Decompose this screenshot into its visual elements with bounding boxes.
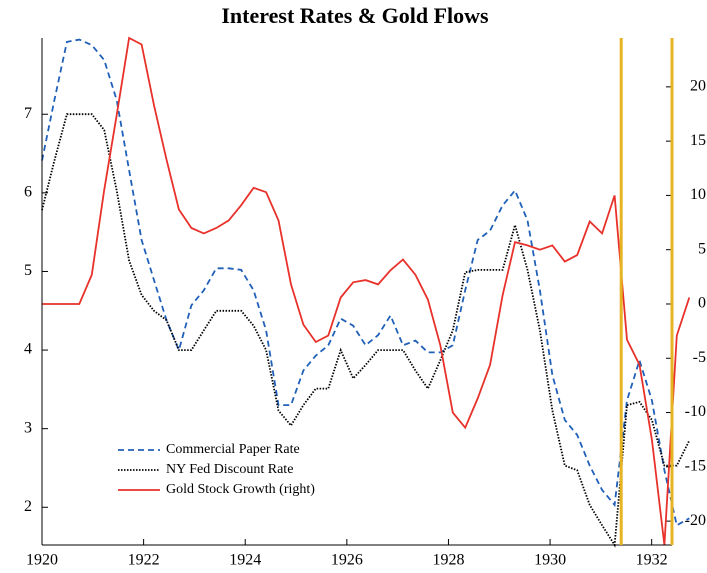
x-tick-label: 1928	[432, 552, 464, 569]
chart-title: Interest Rates & Gold Flows	[221, 3, 489, 28]
x-tick-label: 1922	[128, 552, 160, 569]
legend-label: Gold Stock Growth (right)	[166, 482, 315, 497]
y2-tick-label: -20	[685, 512, 706, 529]
x-tick-label: 1926	[331, 552, 363, 569]
y2-tick-label: 15	[690, 132, 706, 149]
x-tick-label: 1932	[636, 552, 668, 569]
series-line	[41, 113, 691, 548]
legend-label: NY Fed Discount Rate	[166, 462, 293, 477]
series-line	[41, 38, 690, 527]
y-tick-label: 6	[24, 184, 32, 201]
y2-tick-label: -5	[693, 349, 706, 366]
y2-tick-label: 10	[690, 186, 706, 203]
y2-tick-label: 5	[698, 240, 706, 257]
series-line	[42, 36, 691, 546]
y2-tick-label: 20	[690, 78, 706, 95]
y2-tick-label: 0	[698, 295, 706, 312]
y2-tick-label: -10	[685, 403, 706, 420]
y-tick-label: 5	[24, 262, 32, 279]
legend-label: Commercial Paper Rate	[166, 442, 300, 457]
y2-tick-label: -15	[685, 458, 706, 475]
x-tick-label: 1920	[26, 552, 58, 569]
x-tick-label: 1930	[534, 552, 566, 569]
y-tick-label: 3	[24, 419, 32, 436]
y-tick-label: 4	[24, 341, 32, 358]
y-tick-label: 7	[24, 105, 32, 122]
x-tick-label: 1924	[229, 552, 261, 569]
y-tick-label: 2	[24, 498, 32, 515]
